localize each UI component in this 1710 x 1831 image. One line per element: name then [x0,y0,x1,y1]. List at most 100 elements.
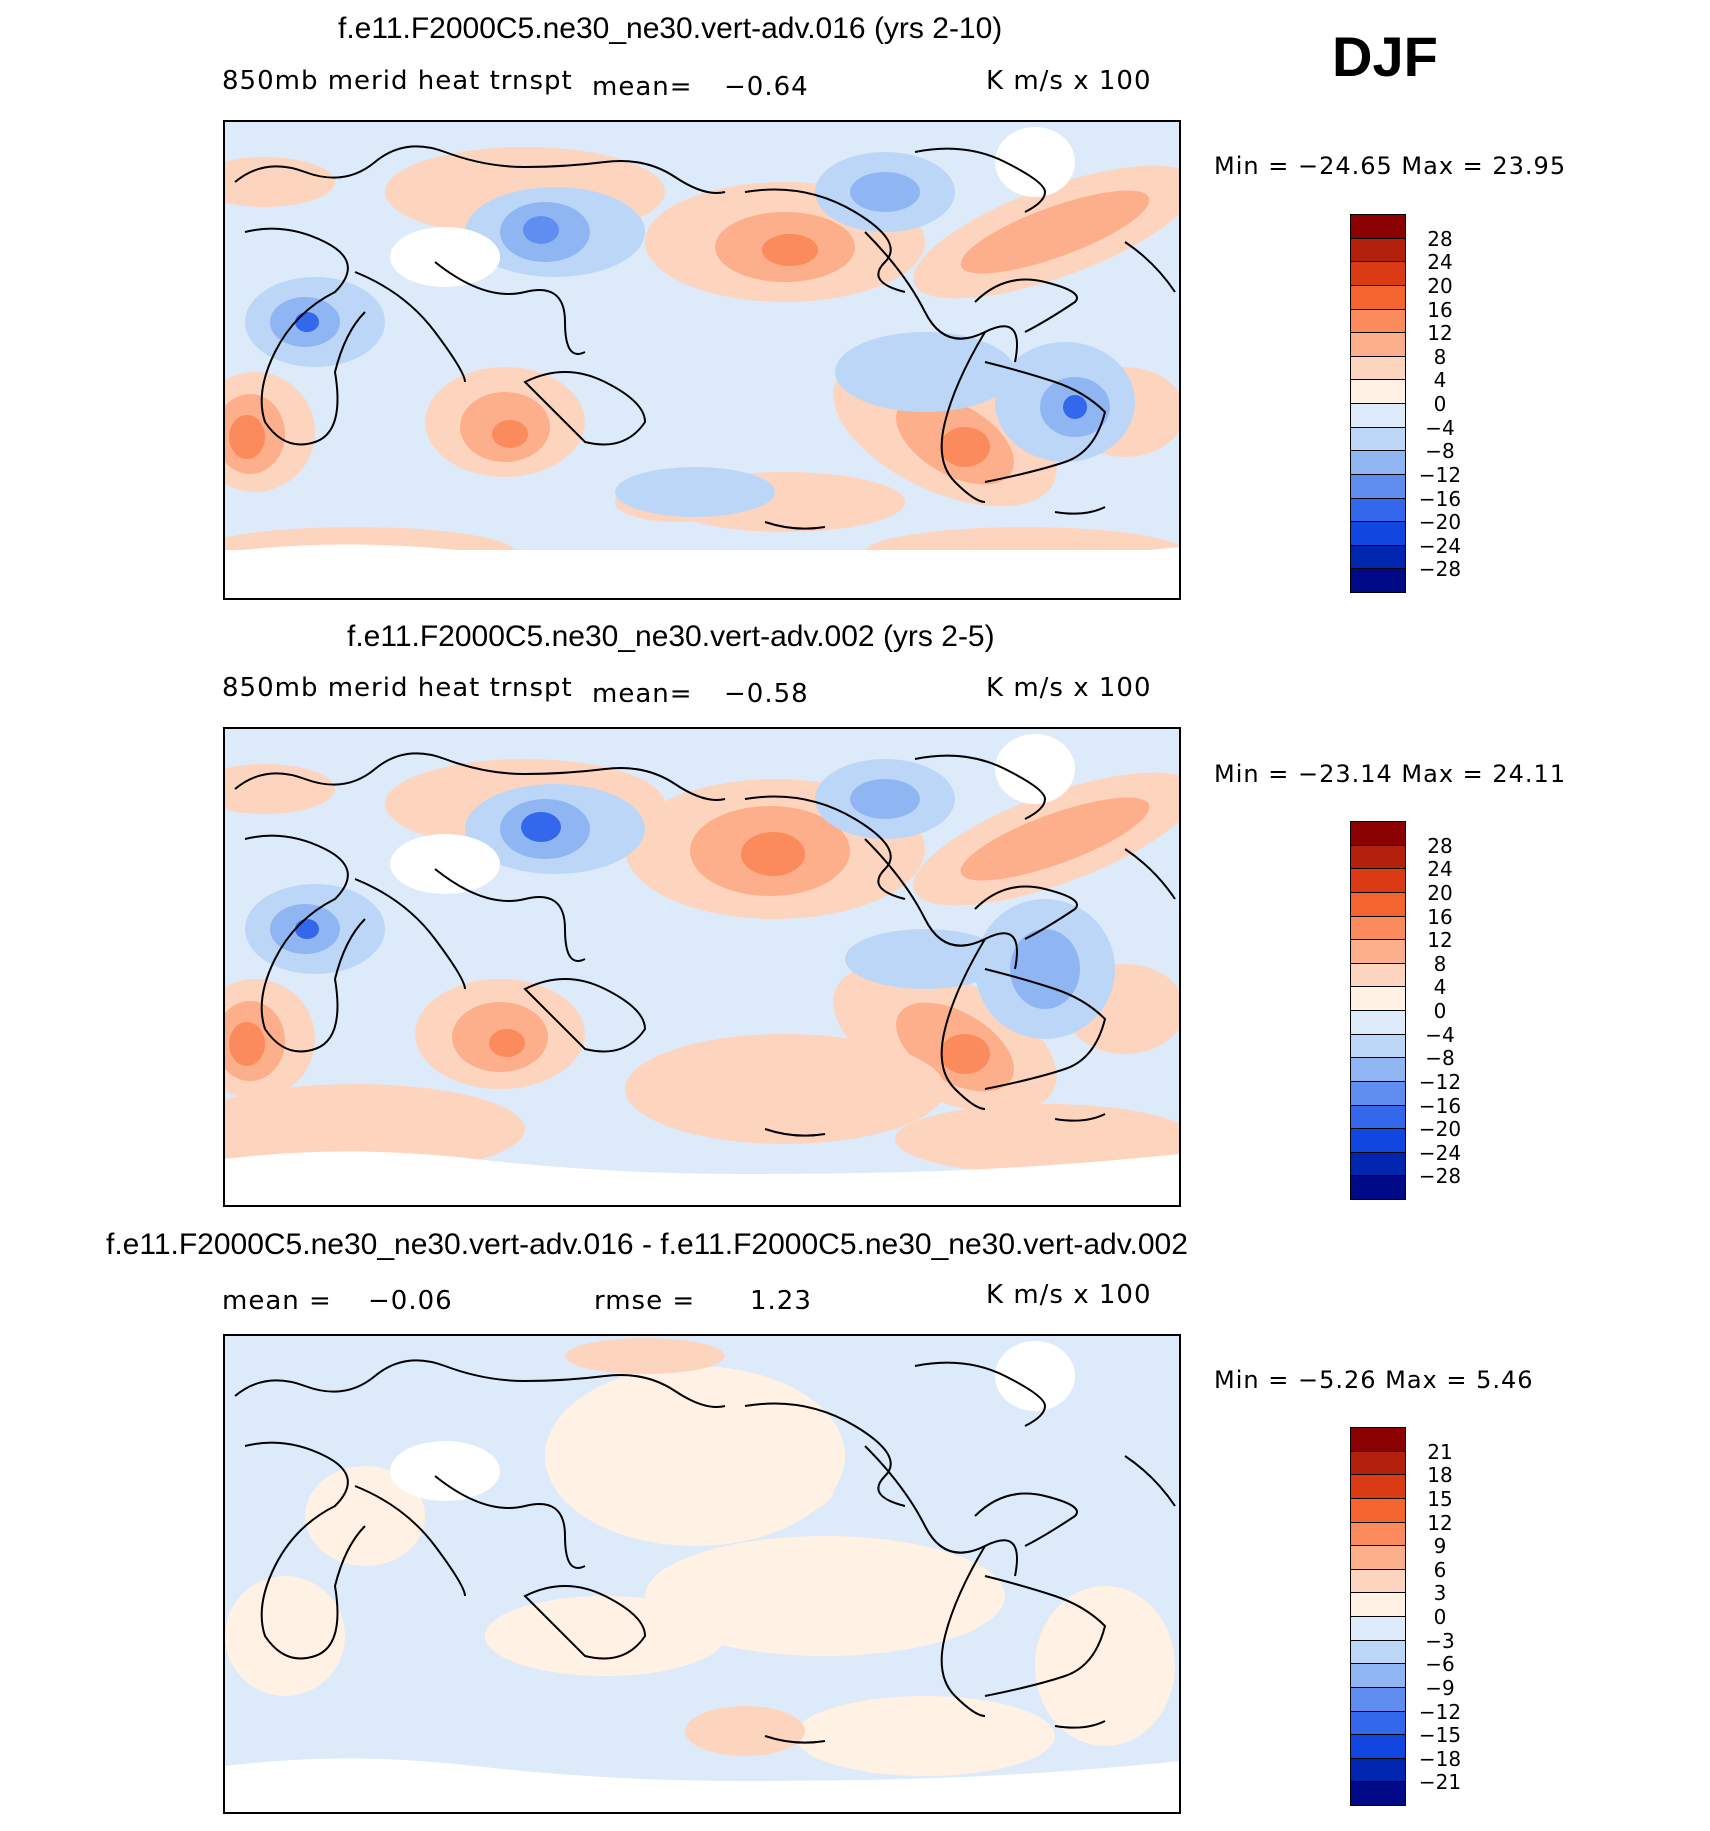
colorbar-label: 21 [1427,1439,1453,1464]
colorbar-box [1350,1710,1406,1736]
panel-2-minmax: Min = −23.14 Max = 24.11 [1214,760,1567,788]
colorbar-box [1350,1104,1406,1130]
colorbar-box [1350,915,1406,941]
panel-1-mean-label: mean= [592,72,693,102]
colorbar-label: 8 [1433,951,1447,976]
colorbar-label: 0 [1433,999,1447,1023]
panel-2-title: f.e11.F2000C5.ne30_ne30.vert-adv.002 (yr… [347,620,995,653]
colorbar-label: 16 [1427,904,1453,929]
panel-3-mean-value: −0.06 [368,1286,453,1316]
colorbar-label: 4 [1433,975,1447,1000]
colorbar-box [1350,284,1406,310]
colorbar-label: 6 [1433,1557,1447,1582]
panel-2-field [225,729,1179,1205]
colorbar-box [1350,237,1406,263]
colorbar-box [1350,1010,1406,1035]
colorbar-box [1350,426,1406,452]
colorbar-box [1350,821,1406,846]
colorbar-label: 15 [1427,1486,1453,1511]
colorbar-label: −4 [1425,1022,1455,1047]
colorbar-label: −12 [1418,1699,1462,1724]
colorbar-label: 4 [1433,368,1447,393]
colorbar-label: 24 [1427,250,1453,275]
panel-1-colorbar: 28 24 20 16 12 8 4 0 −4 −8 −12 −16 −20 −24 −28 [1350,214,1461,593]
panel-3-minmax: Min = −5.26 Max = 5.46 [1214,1366,1534,1394]
colorbar-label: 0 [1433,1605,1447,1629]
colorbar-box [1350,1450,1406,1476]
colorbar-box [1350,355,1406,381]
colorbar-label: −3 [1425,1628,1455,1653]
panel-1-title: f.e11.F2000C5.ne30_ne30.vert-adv.016 (yr… [338,12,1003,45]
panel-1-variable: 850mb merid heat trnspt [222,66,573,96]
colorbar-label: 12 [1427,1510,1453,1535]
colorbar-label: −18 [1418,1746,1462,1771]
colorbar-label: −4 [1425,415,1455,440]
colorbar-label: −20 [1418,1117,1462,1142]
colorbar-label: 20 [1427,880,1453,905]
colorbar-box [1350,544,1406,570]
colorbar-box [1350,1128,1406,1153]
colorbar-box [1350,986,1406,1011]
panel-1-mean-value: −0.64 [724,72,809,102]
panel-1-minmax: Min = −24.65 Max = 23.95 [1214,152,1567,180]
colorbar-label: −6 [1425,1652,1455,1677]
panel-1-units: K m/s x 100 [986,66,1152,96]
colorbar-label: −12 [1418,462,1462,487]
colorbar-box [1350,891,1406,917]
colorbar-label: −28 [1418,1164,1462,1189]
colorbar-box [1350,1734,1406,1759]
colorbar-label: 0 [1433,392,1447,416]
colorbar-box [1350,497,1406,523]
colorbar-box [1350,379,1406,404]
colorbar-label: −24 [1418,533,1462,558]
panel-3-colorbar: 21 18 15 12 9 6 3 0 −3 −6 −9 −12 −15 −18 −21 [1350,1427,1461,1806]
colorbar-box [1350,1033,1406,1059]
panel-2-colorbar: 28 24 20 16 12 8 4 0 −4 −8 −12 −16 −20 −24 −28 [1350,821,1461,1200]
colorbar-box [1350,1427,1406,1452]
colorbar-box [1350,214,1406,239]
colorbar-label: 3 [1433,1581,1447,1606]
season-label: DJF [1332,25,1438,88]
colorbar-label: −12 [1418,1069,1462,1094]
colorbar-box [1350,868,1406,893]
panel-3-rmse-label: rmse = [594,1286,696,1316]
panel-1-field [225,122,1179,598]
colorbar-label: 12 [1427,928,1453,953]
panel-1-map [223,120,1181,600]
panel-3-map [223,1334,1181,1814]
colorbar-box [1350,844,1406,870]
colorbar-box [1350,1781,1406,1806]
colorbar-label: 20 [1427,273,1453,298]
colorbar-box [1350,403,1406,428]
colorbar-box [1350,1663,1406,1688]
colorbar-label: −15 [1418,1723,1462,1748]
colorbar-label: 28 [1427,833,1453,858]
colorbar-box [1350,1080,1406,1106]
colorbar-box [1350,521,1406,546]
panel-3-field [225,1336,1179,1812]
colorbar-box [1350,1592,1406,1617]
panel-3-title: f.e11.F2000C5.ne30_ne30.vert-adv.016 - f… [106,1228,1188,1261]
colorbar-box [1350,1686,1406,1712]
colorbar-label: −21 [1418,1770,1462,1795]
panel-2-mean-value: −0.58 [724,679,809,709]
panel-2-mean-label: mean= [592,679,693,709]
colorbar-box [1350,1616,1406,1641]
colorbar-box [1350,962,1406,988]
colorbar-box [1350,450,1406,475]
colorbar-box [1350,1474,1406,1499]
colorbar-label: 24 [1427,857,1453,882]
colorbar-box [1350,473,1406,499]
colorbar-box [1350,1497,1406,1523]
colorbar-box [1350,939,1406,964]
colorbar-label: 12 [1427,321,1453,346]
colorbar-box [1350,332,1406,357]
colorbar-label: 8 [1433,344,1447,369]
colorbar-label: 16 [1427,297,1453,322]
panel-3-units: K m/s x 100 [986,1280,1152,1310]
panel-2-map [223,727,1181,1207]
colorbar-box [1350,1757,1406,1783]
colorbar-label: −16 [1418,486,1462,511]
colorbar-label: 18 [1427,1463,1453,1488]
colorbar-box [1350,308,1406,334]
